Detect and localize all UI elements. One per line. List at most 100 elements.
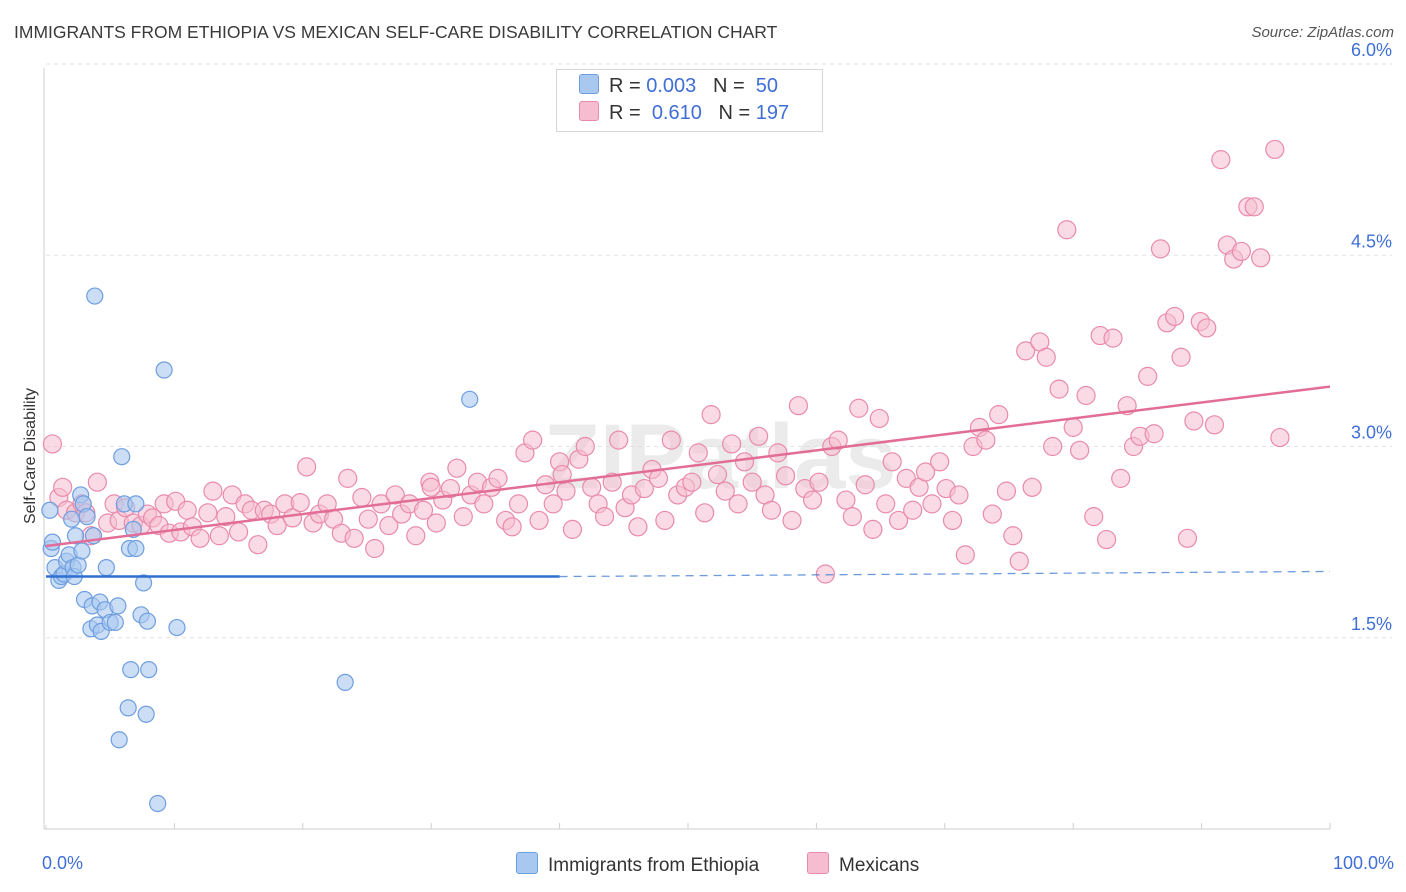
ethiopia-point-22: [86, 287, 104, 305]
mexicans-point-136: [942, 510, 963, 531]
ethiopia-swatch: [579, 74, 599, 94]
mexicans-point-48: [352, 487, 372, 508]
ethiopia-n-label: N =: [712, 75, 745, 97]
mexicans-point-160: [1103, 328, 1123, 348]
mexicans-point-89: [628, 517, 648, 537]
mexicans-point-122: [849, 398, 869, 418]
mexicans-point-66: [474, 494, 494, 514]
mexicans-point-184: [1270, 427, 1290, 448]
ethiopia-point-2: [43, 533, 62, 551]
mexicans-n-label: N =: [718, 102, 751, 124]
mexicans-point-167: [1150, 239, 1171, 259]
mexicans-point-106: [742, 472, 762, 492]
mexicans-point-84: [594, 507, 615, 527]
y-tick-label-2: 4.5%: [1351, 231, 1392, 251]
stats-legend-row-mexicans: R = 0.610 N = 197: [579, 101, 789, 127]
mexicans-point-50: [365, 538, 385, 559]
x-tick-label-max: 100.0%: [1332, 853, 1394, 873]
legend-item-mexicans[interactable]: Mexicans: [807, 852, 919, 877]
mexicans-point-128: [888, 510, 909, 531]
mexicans-point-93: [655, 510, 675, 531]
mexicans-point-56: [406, 526, 426, 546]
legend-label-ethiopia: Immigrants from Ethiopia: [548, 855, 760, 876]
mexicans-point-125: [869, 408, 889, 429]
mexicans-point-170: [1171, 347, 1191, 367]
stats-legend: R = 0.003 N = 50 R = 0.610 N = 197: [556, 69, 823, 132]
mexicans-point-28: [216, 507, 236, 527]
mexicans-point-132: [915, 462, 936, 482]
ethiopia-point-44: [140, 661, 158, 679]
mexicans-point-57: [413, 500, 434, 520]
mexicans-point-159: [1096, 529, 1117, 550]
mexicans-point-103: [722, 434, 742, 454]
trend-line-ethiopia-extension: [559, 570, 1331, 578]
ethiopia-point-38: [127, 539, 145, 558]
mexicans-point-171: [1177, 528, 1198, 548]
mexicans-point-183: [1265, 139, 1285, 160]
grid-lines: [46, 63, 1392, 639]
mexicans-point-120: [836, 490, 856, 510]
mexicans-point-124: [863, 519, 883, 539]
mexicans-r-label: R =: [609, 102, 641, 124]
ethiopia-point-30: [109, 597, 127, 615]
mexicans-point-104: [728, 494, 748, 514]
stats-legend-row-ethiopia: R = 0.003 N = 50: [579, 74, 778, 100]
mexicans-point-86: [609, 430, 629, 450]
mexicans-point-40: [297, 457, 317, 477]
mexicans-point-156: [1076, 385, 1096, 406]
mexicans-point-153: [1057, 220, 1077, 240]
chart-title: IMMIGRANTS FROM ETHIOPIA VS MEXICAN SELF…: [14, 22, 778, 42]
trend-line-mexicans: [45, 385, 1331, 548]
mexicans-point-113: [788, 396, 809, 416]
ethiopia-point-0: [41, 501, 59, 519]
mexicans-point-150: [1036, 347, 1056, 367]
ethiopia-point-34: [119, 699, 137, 717]
mexicans-point-100: [701, 405, 721, 425]
mexicans-point-141: [976, 430, 996, 450]
mexicans-point-155: [1070, 440, 1090, 460]
mexicans-point-73: [523, 430, 543, 450]
mexicans-point-174: [1197, 318, 1217, 338]
mexicans-point-22: [177, 500, 197, 520]
mexicans-point-154: [1063, 417, 1083, 437]
mexicans-point-175: [1204, 415, 1225, 435]
y-tick-labels: 1.5% 3.0% 4.5% 6.0%: [1351, 40, 1392, 634]
mexicans-point-152: [1049, 379, 1069, 399]
mexicans-point-92: [648, 468, 669, 488]
series-mexicans-points: [42, 139, 1290, 584]
mexicans-point-0: [42, 434, 63, 454]
legend-item-ethiopia[interactable]: Immigrants from Ethiopia: [516, 852, 759, 877]
mexicans-point-143: [989, 405, 1009, 425]
mexicans-point-90: [634, 478, 654, 499]
mexicans-point-138: [955, 545, 975, 565]
ethiopia-point-12: [66, 527, 85, 545]
mexicans-point-169: [1165, 306, 1185, 327]
mexicans-point-111: [775, 466, 796, 486]
mexicans-point-144: [996, 481, 1017, 501]
y-tick-label-0: 1.5%: [1351, 614, 1392, 634]
mexicans-point-117: [815, 564, 835, 584]
x-tick-label-min: 0.0%: [42, 853, 84, 873]
mexicans-point-24: [190, 528, 210, 548]
mexicans-point-63: [453, 507, 473, 527]
mexicans-point-8: [87, 472, 107, 492]
mexicans-point-39: [290, 493, 310, 513]
ethiopia-point-15: [73, 542, 91, 560]
series-ethiopia-points: [41, 287, 479, 813]
mexicans-r-value: 0.610: [651, 102, 702, 124]
mexicans-point-134: [930, 452, 950, 472]
mexicans-point-68: [488, 468, 508, 488]
mexicans-point-79: [562, 519, 583, 539]
mexicans-point-142: [982, 504, 1002, 524]
ethiopia-point-13: [69, 556, 87, 574]
mexicans-point-148: [1022, 477, 1042, 497]
mexicans-point-47: [344, 528, 364, 548]
ethiopia-point-47: [168, 618, 186, 637]
mexicans-point-2: [53, 477, 73, 497]
y-axis-label: Self-Care Disability: [22, 387, 39, 525]
ethiopia-r-value: 0.003: [646, 75, 697, 97]
ethiopia-point-43: [138, 612, 157, 630]
mexicans-point-62: [447, 458, 467, 478]
ethiopia-r-label: R =: [609, 75, 641, 97]
